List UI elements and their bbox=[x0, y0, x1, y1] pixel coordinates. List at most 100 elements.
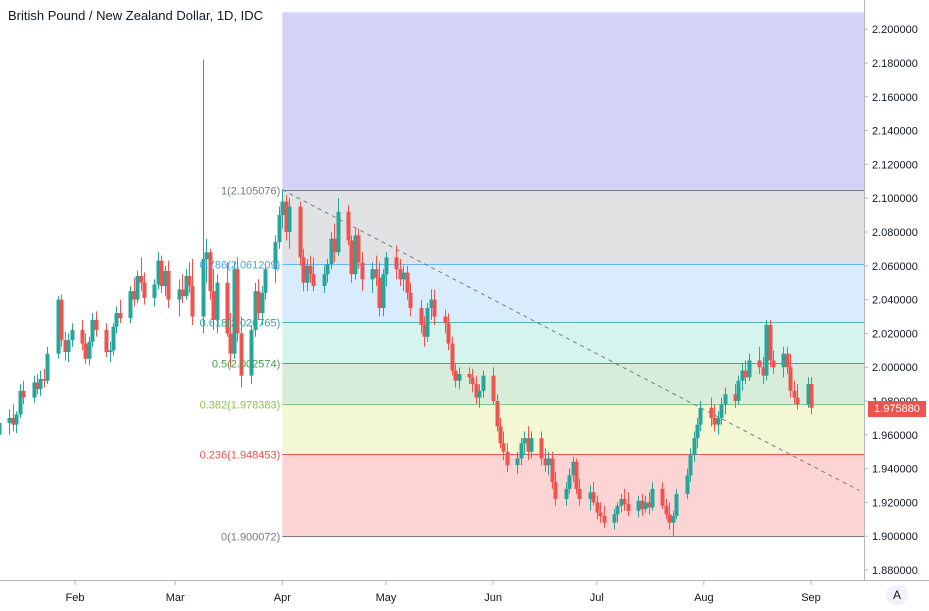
candle-body bbox=[301, 257, 306, 283]
candle-body bbox=[660, 488, 665, 506]
candle-body bbox=[128, 291, 133, 319]
candle-body bbox=[505, 451, 510, 466]
last-price-tag: 1.975880 bbox=[868, 401, 926, 417]
fib-band bbox=[282, 362, 864, 404]
candle-body bbox=[83, 343, 88, 359]
candle-body bbox=[239, 333, 244, 376]
candle-body bbox=[204, 252, 209, 260]
time-axis[interactable]: Feb Mar Apr May Jun Jul Aug Sep bbox=[66, 580, 821, 604]
fib-level-label: 0.236(1.948453) bbox=[200, 450, 281, 462]
candle-body bbox=[280, 201, 285, 216]
candle-body bbox=[284, 201, 289, 232]
candle-body bbox=[692, 438, 697, 456]
price-tick-label: 1.920000 bbox=[872, 497, 918, 509]
candle-body bbox=[7, 417, 12, 423]
price-axis[interactable]: 2.200000 2.180000 2.160000 2.140000 2.120000… bbox=[864, 24, 918, 577]
price-tick-label: 2.120000 bbox=[872, 159, 918, 171]
candle-body bbox=[664, 505, 669, 515]
price-tick-label: 2.180000 bbox=[872, 58, 918, 70]
candle-body bbox=[235, 269, 240, 334]
time-tick-label: May bbox=[376, 592, 397, 604]
candle-body bbox=[443, 316, 448, 324]
time-tick-label: Feb bbox=[66, 592, 85, 604]
fib-band bbox=[282, 189, 864, 264]
time-tick-label: Aug bbox=[694, 592, 714, 604]
price-tick-label: 2.060000 bbox=[872, 261, 918, 273]
fib-level-label: 0.786(2.061209) bbox=[200, 260, 281, 272]
chart-title: British Pound / New Zealand Dollar, 1D, … bbox=[8, 8, 264, 23]
candle-body bbox=[602, 515, 607, 523]
candle-body bbox=[612, 514, 617, 523]
candle-body bbox=[152, 284, 157, 298]
candle-body bbox=[474, 384, 479, 398]
candle-body bbox=[353, 235, 358, 275]
candle-body bbox=[287, 206, 292, 232]
candle-body bbox=[688, 455, 693, 476]
candle-body bbox=[394, 257, 399, 270]
candle-body bbox=[788, 367, 793, 391]
candle-body bbox=[135, 275, 140, 300]
candle-body bbox=[743, 370, 748, 378]
price-tick-label: 1.880000 bbox=[872, 565, 918, 577]
candle-body bbox=[564, 488, 569, 500]
candle-body bbox=[336, 211, 341, 253]
candle-body bbox=[781, 353, 786, 368]
candle-body bbox=[667, 514, 672, 523]
time-tick-label: Apr bbox=[274, 592, 291, 604]
candles bbox=[0, 59, 814, 537]
candle-body bbox=[716, 417, 721, 425]
candle-body bbox=[429, 299, 434, 309]
candle-body bbox=[59, 299, 64, 341]
candle-body bbox=[349, 240, 354, 275]
candle-body bbox=[640, 500, 645, 510]
candle-body bbox=[419, 308, 424, 325]
candle-body bbox=[495, 401, 500, 427]
candle-body bbox=[401, 272, 406, 280]
candle-body bbox=[591, 492, 596, 503]
time-tick-label: Mar bbox=[166, 592, 185, 604]
fib-band bbox=[282, 263, 864, 322]
candle-body bbox=[332, 238, 337, 253]
candle-body bbox=[615, 505, 620, 515]
candle-body bbox=[467, 373, 472, 378]
candle-body bbox=[671, 515, 676, 523]
price-tick-label: 1.960000 bbox=[872, 430, 918, 442]
candle-body bbox=[709, 407, 714, 418]
candle-body bbox=[305, 265, 310, 283]
price-tick-label: 2.040000 bbox=[872, 295, 918, 307]
candle-body bbox=[66, 340, 71, 352]
candle-body bbox=[450, 343, 455, 371]
fib-level-label: 0.618(2.026765) bbox=[200, 318, 281, 330]
candle-body bbox=[398, 269, 403, 280]
candle-body bbox=[94, 319, 99, 331]
candle-body bbox=[256, 291, 261, 314]
candle-body bbox=[322, 274, 327, 287]
candle-body bbox=[228, 333, 233, 354]
price-tick-label: 2.000000 bbox=[872, 362, 918, 374]
candle-body bbox=[377, 277, 382, 309]
candle-body bbox=[425, 308, 430, 337]
fib-level-label: 0(1.900072) bbox=[221, 532, 280, 544]
candle-body bbox=[211, 291, 216, 320]
candle-body bbox=[370, 269, 375, 280]
time-tick-label: Sep bbox=[801, 592, 821, 604]
candle-body bbox=[42, 379, 47, 381]
candle-body bbox=[356, 235, 361, 263]
fib-band bbox=[282, 403, 864, 455]
price-tick-label: 2.200000 bbox=[872, 24, 918, 36]
candle-body bbox=[90, 319, 95, 342]
candle-body bbox=[70, 330, 75, 341]
candle-body bbox=[346, 211, 351, 241]
candle-body bbox=[108, 350, 113, 352]
candle-body bbox=[470, 377, 475, 385]
candle-body bbox=[553, 482, 558, 500]
auto-scale-button[interactable]: A bbox=[886, 585, 908, 605]
candle-body bbox=[595, 502, 600, 513]
candle-body bbox=[253, 291, 258, 331]
candle-body bbox=[577, 488, 582, 500]
candle-body bbox=[515, 458, 520, 466]
candle-body bbox=[232, 269, 237, 354]
candle-body bbox=[18, 390, 23, 415]
candle-body bbox=[574, 461, 579, 489]
